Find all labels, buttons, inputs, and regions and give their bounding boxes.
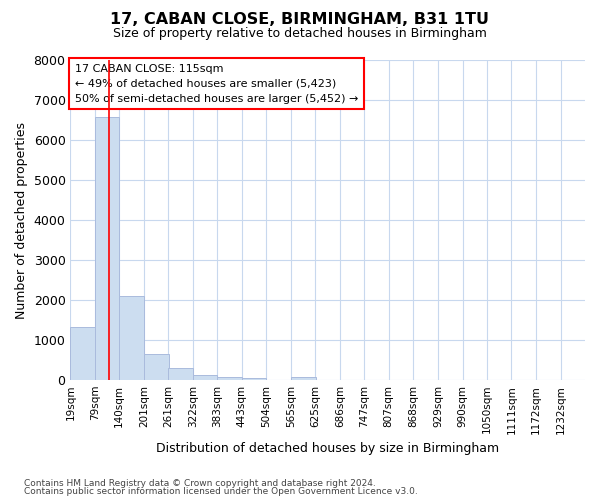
X-axis label: Distribution of detached houses by size in Birmingham: Distribution of detached houses by size … — [156, 442, 499, 455]
Bar — [193, 375, 217, 380]
Text: Contains HM Land Registry data © Crown copyright and database right 2024.: Contains HM Land Registry data © Crown c… — [24, 478, 376, 488]
Text: Size of property relative to detached houses in Birmingham: Size of property relative to detached ho… — [113, 28, 487, 40]
Bar — [119, 296, 144, 380]
Text: Contains public sector information licensed under the Open Government Licence v3: Contains public sector information licen… — [24, 487, 418, 496]
Bar — [291, 378, 316, 380]
Bar — [168, 368, 193, 380]
Bar — [217, 377, 242, 380]
Text: 17, CABAN CLOSE, BIRMINGHAM, B31 1TU: 17, CABAN CLOSE, BIRMINGHAM, B31 1TU — [110, 12, 490, 28]
Bar — [95, 117, 119, 380]
Bar — [242, 378, 266, 380]
Bar — [70, 327, 95, 380]
Bar — [144, 354, 169, 380]
Text: 17 CABAN CLOSE: 115sqm
← 49% of detached houses are smaller (5,423)
50% of semi-: 17 CABAN CLOSE: 115sqm ← 49% of detached… — [75, 64, 358, 104]
Y-axis label: Number of detached properties: Number of detached properties — [15, 122, 28, 318]
